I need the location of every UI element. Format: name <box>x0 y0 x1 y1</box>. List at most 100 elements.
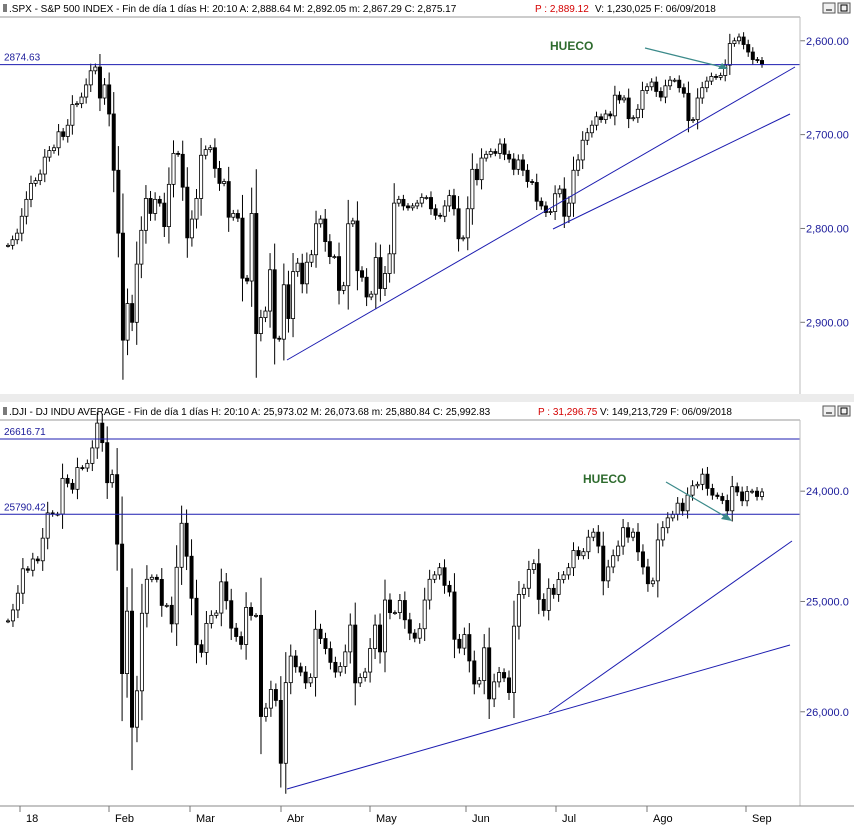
candle <box>649 78 654 91</box>
candle <box>65 119 70 143</box>
candle <box>631 115 636 122</box>
y-tick-label: 2,700.00 <box>806 130 849 142</box>
candle <box>84 78 89 104</box>
candle <box>507 150 512 163</box>
candle <box>497 138 502 159</box>
candle <box>755 487 760 501</box>
candle <box>686 81 691 133</box>
candle <box>419 193 424 208</box>
dji-header-text: .DJI - DJ INDU AVERAGE - Fin de día 1 dí… <box>9 407 491 418</box>
candle <box>571 156 576 217</box>
candle <box>6 243 11 248</box>
candle <box>546 578 551 621</box>
candle <box>710 483 715 500</box>
candle <box>42 149 47 183</box>
candle <box>511 600 516 719</box>
candle <box>735 482 740 497</box>
candle <box>115 448 120 571</box>
candle <box>298 662 303 677</box>
candle <box>6 618 11 624</box>
dji-candles <box>6 412 765 794</box>
x-tick-label: 18 <box>26 813 38 825</box>
candle <box>116 146 121 258</box>
x-tick-label: Feb <box>115 813 134 825</box>
x-tick-label: Mar <box>196 813 215 825</box>
candle <box>396 195 401 207</box>
candle <box>273 683 278 707</box>
candle <box>281 263 286 361</box>
candle <box>484 150 489 162</box>
candle <box>159 568 164 617</box>
candle <box>640 81 645 119</box>
y-tick-label: 2,900.00 <box>806 317 849 329</box>
candle <box>318 215 323 228</box>
candle <box>488 148 493 158</box>
candle <box>650 577 655 587</box>
candle <box>75 457 80 500</box>
candle <box>272 243 277 365</box>
minimize-button[interactable] <box>822 405 836 417</box>
candle <box>467 623 472 673</box>
candle <box>61 127 66 141</box>
candle <box>105 426 110 499</box>
y-tick-label: 26,000.0 <box>806 707 849 719</box>
dji-trendline-2 <box>548 540 793 713</box>
candle <box>226 166 231 232</box>
candle <box>293 650 298 673</box>
candle <box>691 117 696 124</box>
minimize-button[interactable] <box>822 2 836 14</box>
candle <box>750 488 755 494</box>
candle <box>318 623 323 645</box>
candle <box>134 675 139 743</box>
candle <box>235 209 240 222</box>
candle <box>189 539 194 616</box>
maximize-button[interactable] <box>837 2 851 14</box>
candle <box>557 185 562 198</box>
candle <box>15 585 20 619</box>
candle <box>606 559 611 588</box>
candle <box>670 510 675 522</box>
candle <box>740 486 745 507</box>
candle <box>387 593 392 620</box>
candle <box>424 195 429 200</box>
candle <box>139 583 144 721</box>
candle <box>511 153 516 176</box>
candle <box>746 39 751 57</box>
candle <box>203 145 208 160</box>
candle <box>363 667 368 682</box>
candle <box>715 492 720 500</box>
candle <box>343 644 348 674</box>
candle <box>333 656 338 678</box>
candle <box>328 641 333 670</box>
candle <box>88 63 93 92</box>
candle <box>360 266 365 282</box>
candle <box>452 573 457 659</box>
candle <box>507 670 512 700</box>
candle <box>516 581 521 640</box>
maximize-button[interactable] <box>837 405 851 417</box>
candle <box>337 242 342 305</box>
candle <box>263 306 268 323</box>
candle <box>700 81 705 104</box>
candle <box>741 32 746 50</box>
candle <box>755 57 760 64</box>
candle <box>229 588 234 641</box>
candle <box>93 63 98 75</box>
candle <box>541 593 546 617</box>
spx-trendline-1 <box>286 66 796 361</box>
candle <box>654 76 659 97</box>
candle <box>663 79 668 104</box>
candle <box>410 203 415 211</box>
candle <box>594 111 599 131</box>
candle <box>368 638 373 683</box>
candle <box>497 666 502 688</box>
candle <box>157 195 162 207</box>
candle <box>599 113 604 123</box>
candle <box>134 241 139 345</box>
candle <box>700 468 705 491</box>
candle <box>79 92 84 109</box>
candle <box>718 72 723 81</box>
spx-trendline-2 <box>552 113 791 230</box>
candle <box>295 258 300 277</box>
candle <box>576 546 581 560</box>
